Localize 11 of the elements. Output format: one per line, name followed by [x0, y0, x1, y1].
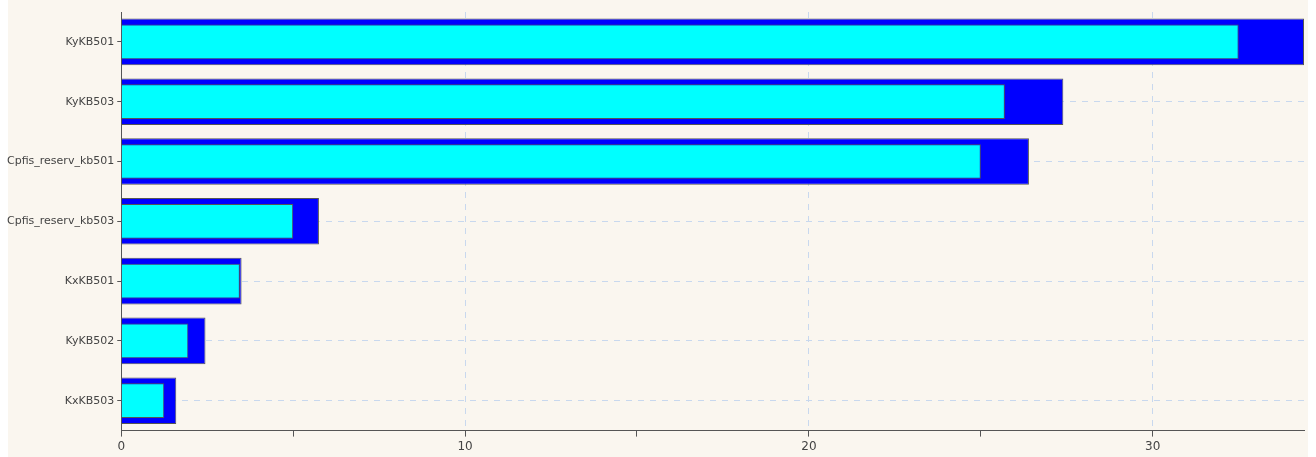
x-tick-label: 20: [801, 438, 817, 453]
x-tick-label: 30: [1145, 438, 1161, 453]
y-tick-label: KyKB502: [65, 333, 115, 347]
x-tick-label: 0: [117, 438, 126, 453]
y-tick-label: Cpfis_reserv_kb503: [7, 214, 115, 228]
y-tick-label: KxKB503: [64, 393, 115, 407]
y-tick-label: KyKB501: [65, 34, 115, 48]
y-tick-label: KyKB503: [65, 94, 115, 108]
y-tick-label: Cpfis_reserv_kb501: [7, 154, 115, 168]
x-tick-label: 10: [457, 438, 473, 453]
y-tick-label: KxKB501: [64, 273, 115, 287]
